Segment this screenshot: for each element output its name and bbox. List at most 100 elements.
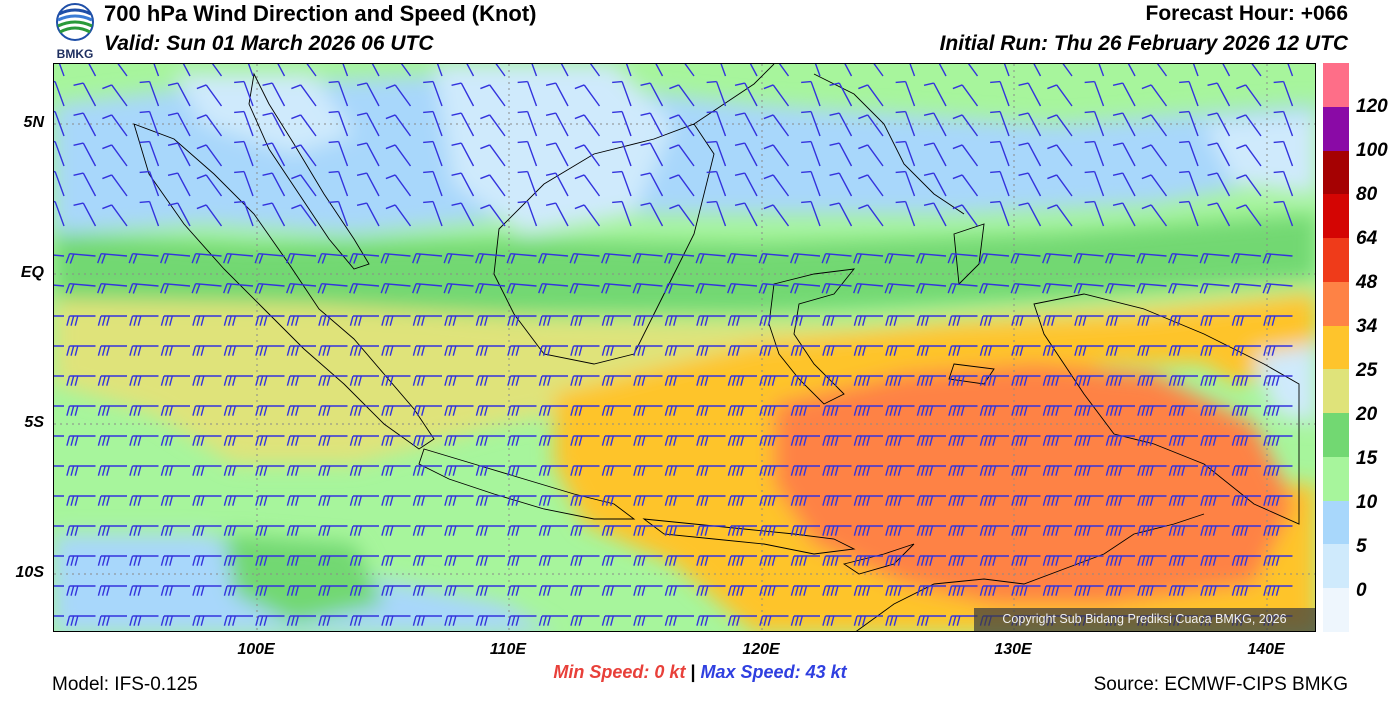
wind-barb — [734, 82, 758, 107]
wind-barb — [381, 585, 411, 596]
wind-barb — [1011, 525, 1041, 536]
wind-barb — [1168, 315, 1198, 326]
wind-barb — [167, 202, 191, 227]
wind-barb — [160, 435, 190, 446]
wind-barb — [990, 110, 1010, 137]
wind-barb — [829, 172, 853, 197]
max-speed-label: Max Speed: — [700, 662, 801, 682]
wind-barb — [1168, 405, 1198, 416]
wind-barb — [885, 525, 915, 536]
wind-barb — [223, 405, 253, 416]
wind-barb — [1168, 435, 1198, 446]
wind-barb — [853, 283, 884, 294]
wind-barb — [192, 495, 222, 506]
lon-label-110e: 110E — [489, 641, 527, 658]
wind-barb — [436, 64, 443, 77]
wind-barb — [664, 585, 694, 596]
wind-barb — [54, 140, 65, 167]
wind-barb — [255, 525, 285, 536]
wind-barb — [1168, 253, 1199, 264]
wind-barb — [696, 405, 726, 416]
wind-barb — [356, 142, 380, 167]
wind-barb — [1105, 495, 1135, 506]
wind-barb — [160, 253, 191, 264]
wind-barb — [65, 253, 96, 264]
wind-barb — [1105, 315, 1135, 326]
wind-barb — [1263, 405, 1293, 416]
wind-barb — [1168, 495, 1198, 506]
wind-barb — [129, 555, 159, 566]
wind-barb — [475, 315, 505, 326]
wind-barb — [538, 345, 568, 356]
colorbar-label: 20 — [1356, 404, 1378, 425]
wind-barb — [1200, 525, 1230, 536]
wind-barb — [763, 174, 790, 197]
wind-barb — [255, 405, 285, 416]
wind-barb — [412, 555, 442, 566]
wind-barb — [54, 405, 64, 407]
wind-barb — [129, 435, 159, 446]
wind-barb — [1263, 315, 1293, 326]
wind-barb — [128, 253, 159, 264]
wind-barb — [570, 465, 600, 476]
wind-barb — [182, 64, 191, 77]
wind-barb — [727, 375, 757, 386]
wind-barb — [1179, 140, 1199, 167]
wind-barb — [570, 555, 600, 566]
wind-barb — [601, 345, 631, 356]
wind-barb — [640, 82, 664, 107]
wind-barb — [381, 525, 411, 536]
wind-barb — [255, 465, 285, 476]
wind-barb — [763, 84, 790, 107]
wind-barb — [192, 315, 222, 326]
wind-barb — [1074, 555, 1104, 566]
wind-barb — [1018, 112, 1042, 137]
wind-barb — [948, 345, 978, 356]
wind-barb — [1011, 585, 1041, 596]
wind-barb — [380, 253, 411, 264]
wind-barb — [763, 114, 790, 137]
wind-barb — [979, 283, 1010, 294]
wind-barb — [1251, 64, 1262, 77]
min-speed-label: Min Speed: — [553, 662, 650, 682]
wind-barb — [1137, 405, 1167, 416]
wind-barb — [570, 495, 600, 506]
wind-barb — [979, 405, 1009, 416]
colorbar-label: 100 — [1356, 140, 1388, 161]
wind-barb — [328, 170, 349, 197]
wind-barb — [73, 172, 97, 197]
wind-barb — [318, 525, 348, 536]
wind-barb — [979, 315, 1009, 326]
wind-barb — [153, 64, 160, 77]
wind-barb — [412, 315, 442, 326]
wind-barb — [822, 465, 852, 476]
wind-barb — [1047, 204, 1073, 227]
wind-barb — [444, 465, 474, 476]
wind-barb — [286, 435, 316, 446]
wind-barb — [475, 495, 505, 506]
wind-barb — [633, 345, 663, 356]
wind-barb — [317, 283, 348, 294]
wind-barb — [1207, 172, 1231, 197]
wind-barb — [759, 315, 789, 326]
wind-barb — [223, 555, 253, 566]
wind-barb — [342, 64, 349, 77]
wind-barb — [1156, 64, 1168, 77]
wind-barb — [885, 345, 915, 356]
wind-barb — [885, 315, 915, 326]
wind-barb — [475, 525, 505, 536]
wind-barb — [66, 375, 96, 386]
wind-barb — [1179, 170, 1199, 197]
wind-barb — [507, 345, 537, 356]
wind-barb — [1207, 112, 1231, 137]
wind-barb — [853, 525, 883, 536]
wind-barb — [749, 64, 758, 77]
wind-barb — [822, 525, 852, 536]
wind-barb — [291, 84, 317, 107]
wind-barb — [349, 375, 379, 386]
wind-barb — [234, 140, 254, 167]
wind-barb — [633, 375, 663, 386]
wind-barb — [1200, 375, 1230, 386]
wind-barb — [664, 405, 694, 416]
wind-barb — [790, 525, 820, 536]
